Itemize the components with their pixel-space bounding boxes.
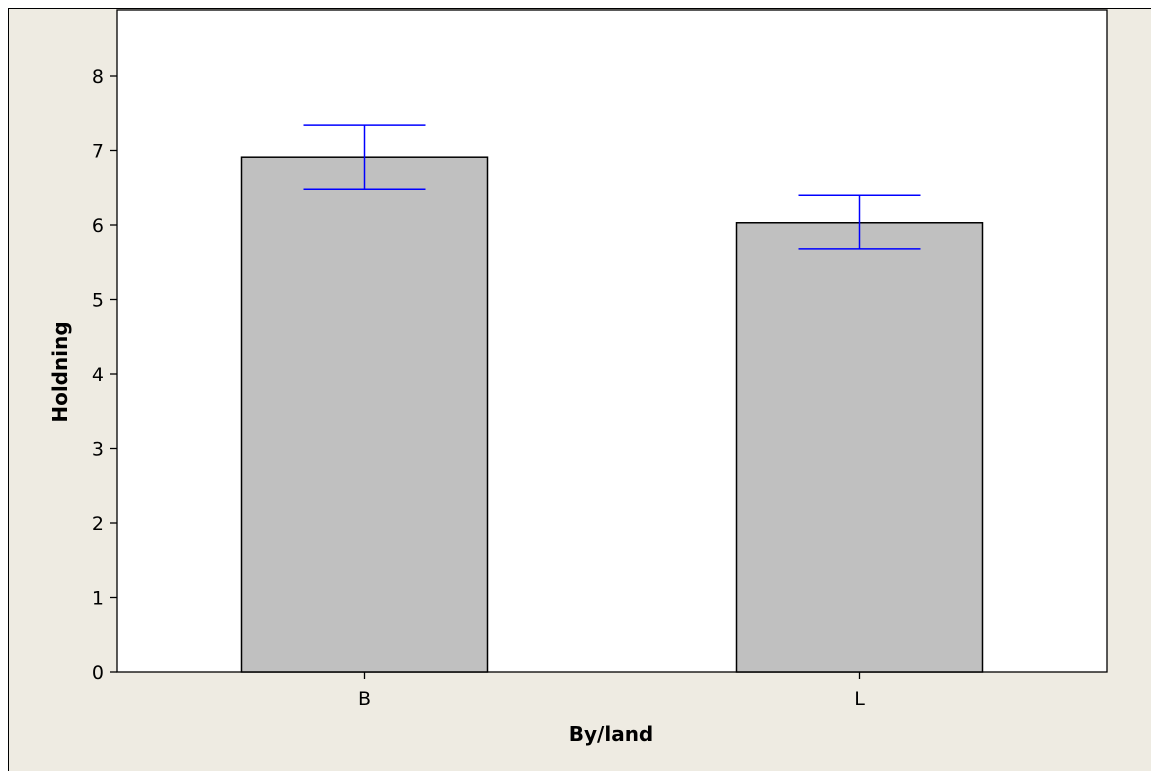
bar xyxy=(735,222,984,673)
y-tick-label: 3 xyxy=(92,439,104,461)
y-tick-label: 7 xyxy=(92,141,104,163)
y-tick-label: 0 xyxy=(92,662,104,684)
x-tick-label: B xyxy=(358,688,371,710)
y-tick-label: 6 xyxy=(92,215,104,237)
bar xyxy=(240,156,489,673)
y-tick-label: 8 xyxy=(92,66,104,88)
y-tick-label: 2 xyxy=(92,513,104,535)
y-tick-label: 4 xyxy=(92,364,104,386)
error-bars xyxy=(303,124,921,250)
x-axis-title: By/land xyxy=(569,722,654,746)
y-axis-title: Holdning xyxy=(48,321,72,422)
y-tick-label: 5 xyxy=(92,290,104,312)
x-tick-label: L xyxy=(854,688,865,710)
y-axis: 0 1 2 3 4 5 6 7 8 xyxy=(92,66,117,684)
y-tick-label: 1 xyxy=(92,588,104,610)
